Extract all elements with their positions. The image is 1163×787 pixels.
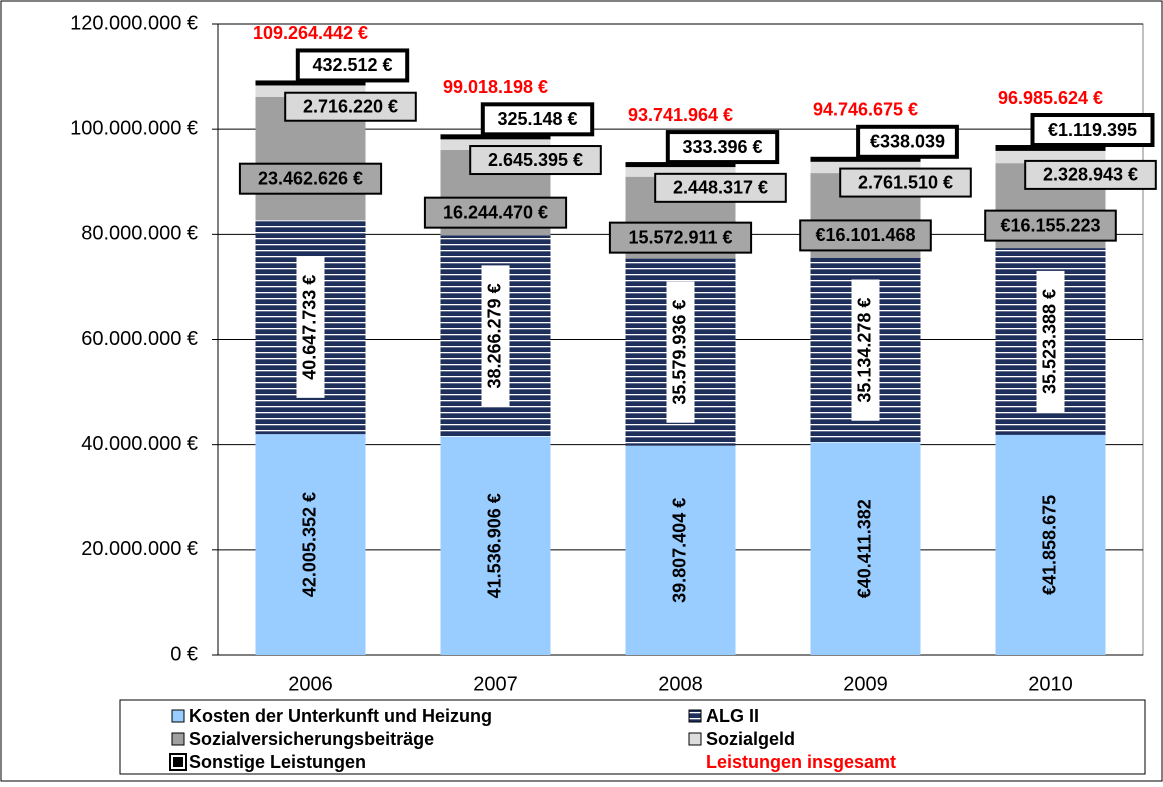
value-label: 38.266.279 € [484, 283, 504, 388]
value-label-box [469, 145, 602, 176]
value-label: 39.807.404 € [669, 498, 689, 603]
value-label-box [665, 130, 780, 165]
value-label: 432.512 € [312, 55, 392, 75]
legend-marker [171, 709, 185, 723]
legend-label: Sozialgeld [706, 729, 795, 749]
y-tick-label: 20.000.000 € [81, 538, 198, 560]
value-label: €16.155.223 [1000, 215, 1100, 235]
value-label-box [423, 196, 568, 229]
value-label-box [851, 279, 880, 421]
value-label-box [666, 281, 695, 423]
y-tick-label: 120.000.000 € [70, 12, 198, 34]
bar-segment [440, 134, 551, 140]
value-label-box [284, 91, 417, 122]
value-label: 2.645.395 € [488, 150, 583, 170]
value-label: 2.328.943 € [1043, 165, 1138, 185]
bar-segment [810, 442, 921, 655]
value-label-box [296, 256, 325, 398]
y-tick-label: 60.000.000 € [81, 328, 198, 350]
value-label: 42.005.352 € [299, 492, 319, 597]
value-label-box [1036, 270, 1065, 413]
legend-label: Kosten der Unterkunft und Heizung [189, 706, 492, 726]
value-label-box [480, 102, 595, 137]
total-label: 99.018.198 € [443, 77, 548, 97]
value-label: €41.858.675 [1039, 495, 1059, 595]
total-label: 109.264.442 € [253, 23, 368, 43]
x-tick-label: 2008 [658, 673, 703, 695]
legend-marker [171, 755, 185, 769]
legend-label: ALG II [706, 706, 759, 726]
value-label-box [1030, 113, 1155, 148]
value-label-box [984, 209, 1117, 242]
x-tick-label: 2006 [288, 673, 333, 695]
y-tick-label: 40.000.000 € [81, 433, 198, 455]
value-label-box [608, 221, 753, 254]
legend-marker [688, 732, 702, 746]
legend-label: Sonstige Leistungen [189, 752, 366, 772]
x-tick-label: 2007 [473, 673, 518, 695]
value-label: 16.244.470 € [443, 202, 548, 222]
total-label: 96.985.624 € [998, 88, 1103, 108]
value-label-box [481, 265, 510, 407]
y-tick-label: 100.000.000 € [70, 117, 198, 139]
bar-segment [995, 434, 1106, 655]
bar-segment [255, 434, 366, 655]
legend-box [119, 699, 1146, 775]
x-tick-label: 2010 [1028, 673, 1073, 695]
value-label: 40.647.733 € [299, 275, 319, 380]
value-label: 325.148 € [497, 109, 577, 129]
value-label: 35.523.388 € [1039, 289, 1059, 394]
y-tick-label: 0 € [170, 643, 198, 665]
x-tick-label: 2009 [843, 673, 888, 695]
bar-segment [625, 445, 736, 655]
value-label: 41.536.906 € [484, 493, 504, 598]
y-tick-label: 80.000.000 € [81, 223, 198, 245]
legend-marker-frame [169, 753, 187, 771]
value-label: €338.039 [870, 132, 945, 152]
value-label: 2.761.510 € [858, 172, 953, 192]
bar-segment [995, 145, 1106, 151]
value-label: €40.411.382 [854, 499, 874, 598]
value-label-box [856, 124, 959, 159]
legend-marker [171, 732, 185, 746]
total-label: 93.741.964 € [628, 105, 733, 125]
value-label-box [799, 219, 932, 252]
value-label-box [295, 48, 410, 83]
bar-segment [625, 162, 736, 168]
value-label-box [238, 162, 383, 195]
value-label: 35.579.936 € [669, 300, 689, 405]
value-label-box [839, 167, 972, 198]
value-label: €1.119.395 [1048, 120, 1137, 140]
value-label: 2.448.317 € [673, 178, 768, 198]
bar-segment [810, 156, 921, 162]
legend-label: Sozialversicherungsbeiträge [189, 729, 434, 749]
value-label-box [654, 172, 787, 203]
value-label: €16.101.468 [815, 225, 915, 245]
legend-marker [688, 709, 702, 723]
value-label: 35.134.278 € [854, 298, 874, 403]
value-label: 2.716.220 € [303, 96, 398, 116]
legend-label: Leistungen insgesamt [706, 752, 896, 772]
total-label: 94.746.675 € [813, 100, 918, 120]
value-label: 23.462.626 € [258, 168, 363, 188]
bar-segment [255, 80, 366, 86]
value-label-box [1024, 159, 1157, 190]
value-label: 15.572.911 € [628, 227, 732, 247]
bar-segment [440, 436, 551, 655]
value-label: 333.396 € [682, 137, 762, 157]
